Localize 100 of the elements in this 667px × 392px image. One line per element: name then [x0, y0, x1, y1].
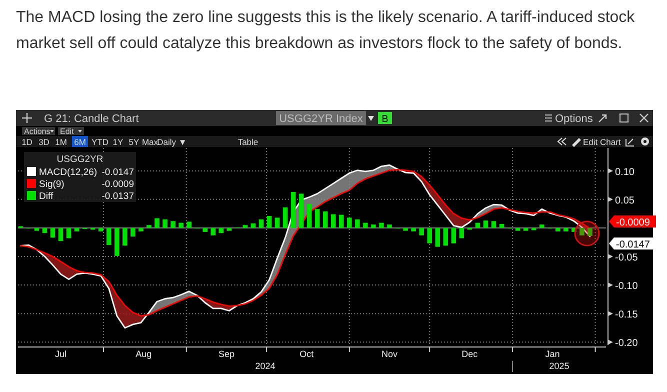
bar: [50, 228, 56, 238]
x-tick-label: Sep: [218, 349, 234, 359]
bar: [555, 228, 560, 232]
bar: [138, 228, 144, 232]
bar: [274, 218, 280, 228]
bar: [226, 228, 232, 231]
text: 2024: [255, 361, 276, 371]
bar: [242, 225, 248, 228]
bar: [178, 222, 184, 228]
bar: [347, 218, 352, 228]
bar: [515, 228, 520, 231]
text: Edit: [60, 127, 75, 136]
annotation: -0.0009: [102, 179, 134, 190]
bar: [114, 228, 120, 256]
legend-label: Diff: [39, 191, 54, 202]
text: Table: [238, 137, 258, 147]
bar: [42, 228, 48, 234]
bar: [266, 216, 272, 228]
bar: [306, 204, 312, 228]
chart-title: The MACD losing the zero line suggests this is the likely scenario. A tariff-induced stock market sell off could catalyze this breakdown as investors flock to the safety of bonds.: [16, 8, 636, 54]
text: Options: [555, 113, 594, 125]
text: B: [382, 114, 389, 125]
text: 3D: [38, 137, 50, 147]
x-tick-label: Aug: [136, 349, 152, 359]
bar: [250, 223, 256, 228]
bar: [106, 228, 112, 246]
y-tick-label: -0.20: [615, 338, 638, 350]
bar: [459, 228, 464, 238]
bar: [451, 228, 456, 244]
bar: [74, 228, 80, 232]
bar: [218, 228, 224, 234]
text: Max: [142, 137, 159, 147]
bar: [363, 222, 368, 228]
bar: [146, 225, 152, 228]
bar: [403, 228, 408, 231]
bar: [539, 224, 544, 228]
bar: [483, 220, 488, 228]
x-tick-label: Oct: [300, 349, 314, 359]
bar: [162, 219, 168, 228]
text: 2025: [549, 361, 570, 371]
text: Edit Chart: [583, 137, 622, 147]
bar: [122, 228, 128, 246]
bar: [371, 224, 376, 228]
bar: [564, 228, 568, 232]
bar: [588, 228, 592, 236]
x-tick-label: Jan: [545, 349, 560, 359]
text: 6M: [74, 137, 86, 147]
bar: [491, 221, 496, 228]
bar: [523, 228, 528, 231]
bar: [387, 224, 392, 228]
annotation: -0.0147: [102, 167, 134, 178]
bar: [314, 209, 320, 228]
y-tick-label: -0.05: [615, 252, 638, 264]
bar: [322, 211, 328, 228]
y-tick-label: -0.15: [615, 310, 638, 321]
bar: [298, 194, 304, 228]
legend-label: Sig(9): [39, 179, 64, 190]
annotation: -0.0137: [102, 191, 134, 202]
bar: [355, 219, 360, 228]
text: Actions: [24, 127, 50, 136]
text: USGG2YR Index: [279, 113, 364, 125]
bar: [475, 222, 480, 228]
bar: [338, 214, 344, 228]
bar: [499, 224, 504, 228]
y-tick-label: -0.10: [615, 281, 638, 292]
text: 1Y: [112, 137, 124, 147]
bar: [130, 228, 136, 237]
bar: [258, 219, 264, 228]
bar: [580, 228, 584, 236]
legend-label: MACD(12,26): [39, 167, 98, 178]
bar: [379, 222, 384, 228]
text: Daily ▼: [157, 137, 187, 147]
text: 5Y: [128, 137, 140, 147]
bar: [66, 228, 72, 238]
bar: [572, 228, 576, 232]
text: -0.0147: [616, 240, 650, 251]
bar: [443, 228, 448, 246]
bar: [419, 228, 424, 236]
bar: [282, 207, 288, 228]
text: 1M: [55, 137, 67, 147]
bar: [290, 192, 296, 228]
bar: [411, 228, 416, 232]
text: -0.0009: [616, 218, 650, 229]
bar: [210, 228, 216, 236]
bar: [202, 228, 208, 232]
bar: [154, 218, 160, 228]
text: G 21: Candle Chart: [44, 113, 139, 125]
y-tick-label: 0.05: [615, 195, 635, 206]
x-tick-label: Jul: [55, 349, 67, 359]
bar: [98, 228, 104, 232]
bar: [58, 228, 64, 242]
legend-title: USGG2YR: [56, 154, 104, 165]
bar: [435, 228, 440, 247]
bar: [186, 222, 192, 228]
x-tick-label: Nov: [382, 349, 398, 359]
bar: [170, 221, 176, 228]
text: 1D: [22, 137, 32, 147]
bar: [34, 228, 40, 231]
text: YTD: [92, 137, 108, 147]
y-tick-label: 0.10: [615, 166, 635, 178]
